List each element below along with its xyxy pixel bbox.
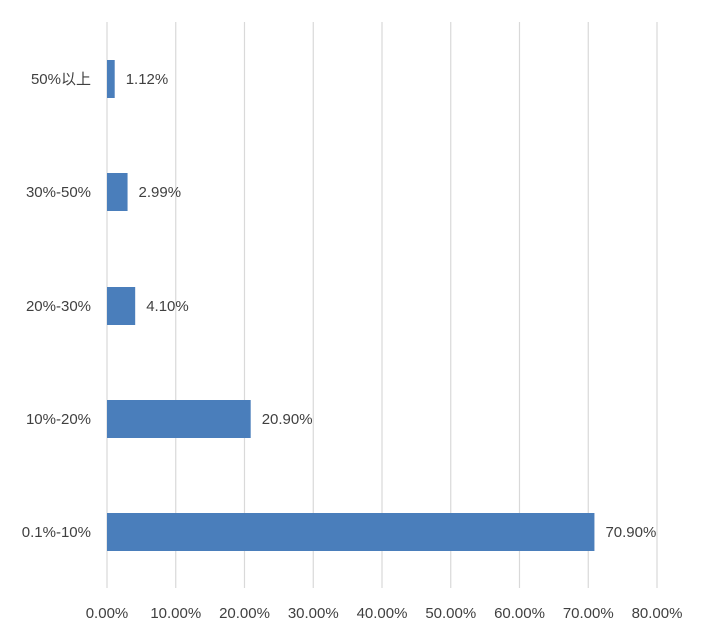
x-tick-label: 10.00% — [150, 605, 201, 622]
x-tick-label: 50.00% — [425, 605, 476, 622]
category-label: 20%-30% — [26, 298, 91, 315]
labels: 0.00% 10.00% 20.00% 30.00% 40.00% 50.00% 60.00… — [22, 71, 683, 622]
category-label: 50%以上 — [31, 71, 91, 88]
data-label: 4.10% — [146, 298, 189, 315]
category-label: 0.1%-10% — [22, 524, 91, 541]
x-tick-label: 60.00% — [494, 605, 545, 622]
data-label: 2.99% — [139, 184, 182, 201]
gridlines — [106, 22, 658, 588]
data-label: 1.12% — [126, 71, 169, 88]
x-tick-label: 30.00% — [288, 605, 339, 622]
category-label: 30%-50% — [26, 184, 91, 201]
data-label: 70.90% — [605, 524, 656, 541]
data-label: 20.90% — [262, 411, 313, 428]
x-tick-label: 80.00% — [632, 605, 683, 622]
bar — [107, 513, 595, 551]
bar — [107, 173, 128, 211]
bar — [107, 287, 136, 325]
x-tick-label: 70.00% — [563, 605, 614, 622]
x-tick-label: 20.00% — [219, 605, 270, 622]
bar — [107, 60, 115, 98]
bars — [107, 60, 595, 551]
bar — [107, 400, 251, 438]
x-tick-label: 0.00% — [86, 605, 129, 622]
category-label: 10%-20% — [26, 411, 91, 428]
x-tick-label: 40.00% — [357, 605, 408, 622]
